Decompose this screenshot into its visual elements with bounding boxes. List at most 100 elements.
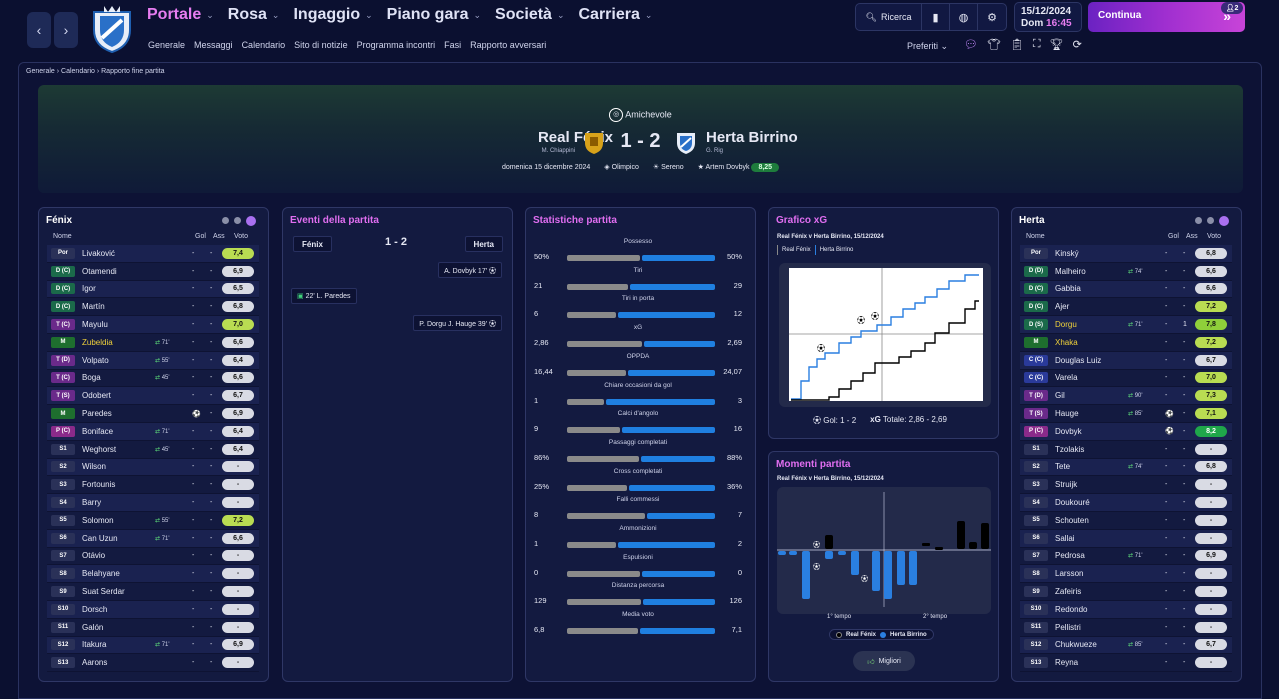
player-name[interactable]: Sallai bbox=[1055, 533, 1075, 543]
player-row[interactable]: T (S) Hauge ⇄ 85' ⚽ - 7,1 bbox=[1020, 405, 1232, 423]
nav-item[interactable]: Portale ⌄ bbox=[147, 6, 214, 24]
header-name[interactable]: Nome bbox=[1026, 233, 1045, 240]
player-of-match[interactable]: ★ Artem Dovbyk 8,25 bbox=[698, 163, 780, 172]
player-row[interactable]: D (C) Martín - - 6,8 bbox=[47, 298, 259, 317]
player-row[interactable]: T (D) Gil ⇄ 90' - - 7,3 bbox=[1020, 387, 1232, 406]
sub-nav-item[interactable]: Programma incontri bbox=[356, 40, 436, 50]
nav-item[interactable]: Carriera ⌄ bbox=[579, 6, 653, 24]
player-row[interactable]: S1 Tzolakis - - - bbox=[1020, 441, 1232, 459]
home-team-crest[interactable] bbox=[584, 131, 604, 155]
player-row[interactable]: Por Kinský - - 6,8 bbox=[1020, 245, 1232, 263]
header-goals[interactable]: Gol bbox=[195, 233, 206, 240]
player-row[interactable]: S9 Suat Serdar - - - bbox=[47, 583, 259, 601]
back-button[interactable]: ‹ bbox=[27, 12, 51, 48]
player-name[interactable]: Wilson bbox=[82, 462, 107, 472]
player-row[interactable]: S1 Weghorst ⇄ 45' - - 6,4 bbox=[47, 441, 259, 459]
player-name[interactable]: Livaković bbox=[82, 248, 115, 258]
club-crest-logo[interactable] bbox=[90, 4, 134, 54]
game-date[interactable]: 15/12/2024 Dom 16:45 bbox=[1014, 2, 1082, 32]
player-name[interactable]: Belahyane bbox=[82, 569, 120, 579]
player-row[interactable]: C (C) Varela - - 7,0 bbox=[1020, 370, 1232, 388]
event-goal[interactable]: A. Dovbyk 17' ⚽︎ bbox=[438, 262, 502, 278]
player-row[interactable]: S11 Galón - - - bbox=[47, 619, 259, 637]
player-row[interactable]: M Xhaka - - 7,2 bbox=[1020, 334, 1232, 352]
player-row[interactable]: S13 Reyna - - - bbox=[1020, 654, 1232, 673]
player-name[interactable]: Pedrosa bbox=[1055, 551, 1085, 561]
clipboard-icon[interactable]: 📋︎ bbox=[1009, 39, 1024, 51]
view-toggle[interactable] bbox=[1195, 216, 1229, 226]
header-assists[interactable]: Ass bbox=[1186, 233, 1198, 240]
dot[interactable] bbox=[1219, 216, 1229, 226]
player-name[interactable]: Pellistri bbox=[1055, 622, 1081, 632]
player-row[interactable]: S9 Zafeiris - - - bbox=[1020, 583, 1232, 601]
nav-item[interactable]: Piano gara ⌄ bbox=[387, 6, 481, 24]
home-manager[interactable]: M. Chiappini bbox=[541, 148, 575, 154]
player-row[interactable]: D (C) Igor - - 6,5 bbox=[47, 280, 259, 299]
player-row[interactable]: S3 Struijk - - - bbox=[1020, 476, 1232, 495]
player-name[interactable]: Odobert bbox=[82, 391, 111, 401]
player-name[interactable]: Otávio bbox=[82, 551, 106, 561]
continue-button[interactable]: Continua » 👤︎ 2 bbox=[1088, 2, 1245, 32]
player-row[interactable]: S2 Wilson - - - bbox=[47, 458, 259, 477]
trophy-icon[interactable]: 🏆︎ bbox=[1049, 39, 1064, 51]
forward-button[interactable]: › bbox=[54, 12, 78, 48]
player-name[interactable]: Ajer bbox=[1055, 302, 1070, 312]
player-name[interactable]: Weghorst bbox=[82, 444, 117, 454]
player-name[interactable]: Redondo bbox=[1055, 604, 1088, 614]
nav-item[interactable]: Società ⌄ bbox=[495, 6, 564, 24]
player-name[interactable]: Malheiro bbox=[1055, 266, 1086, 276]
player-row[interactable]: S10 Dorsch - - - bbox=[47, 600, 259, 619]
header-rating[interactable]: Voto bbox=[234, 233, 249, 240]
player-name[interactable]: Reyna bbox=[1055, 658, 1079, 668]
player-row[interactable]: S5 Schouten - - - bbox=[1020, 512, 1232, 530]
player-row[interactable]: S4 Barry - - - bbox=[47, 494, 259, 512]
player-name[interactable]: Schouten bbox=[1055, 515, 1089, 525]
player-name[interactable]: Barry bbox=[82, 498, 102, 508]
player-name[interactable]: Kinský bbox=[1055, 248, 1079, 258]
player-row[interactable]: C (C) Douglas Luiz - - 6,7 bbox=[1020, 351, 1232, 370]
player-name[interactable]: Tete bbox=[1055, 462, 1071, 472]
player-name[interactable]: Boga bbox=[82, 373, 101, 383]
player-row[interactable]: S7 Otávio - - - bbox=[47, 548, 259, 566]
stadium[interactable]: ◈ Olimpico bbox=[604, 163, 639, 171]
player-row[interactable]: T (C) Mayulu - - 7,0 bbox=[47, 316, 259, 334]
player-name[interactable]: Igor bbox=[82, 284, 96, 294]
chat-icon[interactable]: 💬︎ bbox=[964, 39, 978, 51]
header-name[interactable]: Nome bbox=[53, 233, 72, 240]
header-rating[interactable]: Voto bbox=[1207, 233, 1222, 240]
player-name[interactable]: Douglas Luiz bbox=[1055, 355, 1102, 365]
player-row[interactable]: D (C) Ajer - - 7,2 bbox=[1020, 298, 1232, 317]
tactics-icon[interactable]: ⛶ bbox=[1032, 38, 1041, 50]
player-name[interactable]: Zafeiris bbox=[1055, 587, 1082, 597]
player-row[interactable]: S6 Sallai - - - bbox=[1020, 529, 1232, 548]
player-name[interactable]: Gabbia bbox=[1055, 284, 1081, 294]
sub-nav-item[interactable]: Calendario bbox=[241, 40, 286, 50]
dot[interactable] bbox=[234, 217, 241, 224]
player-row[interactable]: T (D) Volpato ⇄ 55' - - 6,4 bbox=[47, 351, 259, 370]
player-name[interactable]: Solomon bbox=[82, 515, 114, 525]
player-row[interactable]: D (S) Dorgu ⇄ 71' - 1 7,8 bbox=[1020, 316, 1232, 334]
player-row[interactable]: T (C) Boga ⇄ 45' - - 6,6 bbox=[47, 370, 259, 388]
player-name[interactable]: Itakura bbox=[82, 640, 107, 650]
player-name[interactable]: Dorsch bbox=[82, 604, 108, 614]
best-moments-button[interactable]: 👍︎ Migliori bbox=[853, 651, 915, 671]
player-row[interactable]: D (C) Gabbia - - 6,6 bbox=[1020, 280, 1232, 299]
player-name[interactable]: Dovbyk bbox=[1055, 426, 1082, 436]
player-name[interactable]: Paredes bbox=[82, 409, 112, 419]
dot[interactable] bbox=[222, 217, 229, 224]
view-toggle[interactable] bbox=[222, 216, 256, 226]
sub-nav-item[interactable]: Generale bbox=[148, 40, 186, 50]
refresh-icon[interactable]: ⟳ bbox=[1072, 39, 1082, 51]
player-name[interactable]: Dorgu bbox=[1055, 320, 1077, 330]
player-name[interactable]: Larsson bbox=[1055, 569, 1084, 579]
player-name[interactable]: Hauge bbox=[1055, 409, 1079, 419]
player-name[interactable]: Doukouré bbox=[1055, 498, 1090, 508]
player-row[interactable]: S12 Itakura ⇄ 71' - - 6,9 bbox=[47, 636, 259, 655]
player-row[interactable]: S12 Chukwueze ⇄ 85' - - 6,7 bbox=[1020, 636, 1232, 655]
player-row[interactable]: P (C) Boniface ⇄ 71' - - 6,4 bbox=[47, 422, 259, 441]
player-row[interactable]: S10 Redondo - - - bbox=[1020, 600, 1232, 619]
breadcrumb-item[interactable]: Generale bbox=[26, 68, 55, 75]
player-row[interactable]: S3 Fortounis - - - bbox=[47, 476, 259, 495]
player-row[interactable]: M Zubeldia ⇄ 71' - - 6,6 bbox=[47, 334, 259, 352]
breadcrumb-item[interactable]: Calendario bbox=[61, 68, 95, 75]
